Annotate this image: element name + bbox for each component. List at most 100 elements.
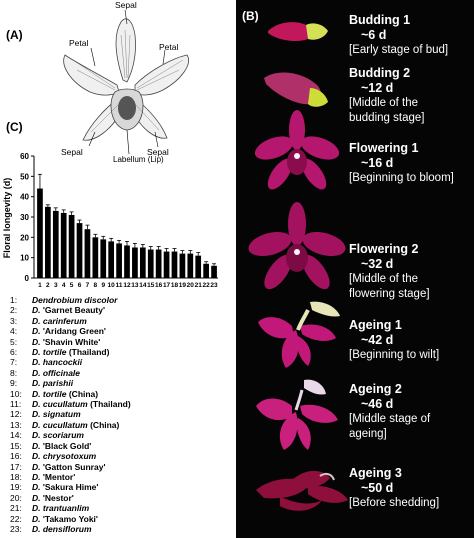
- stage-description: [Beginning to wilt]: [349, 349, 440, 361]
- flower-shedding-photo-icon: [256, 470, 348, 511]
- species-name: D. officinale: [32, 367, 81, 378]
- x-tick-label: 19: [179, 282, 187, 289]
- species-row: 16: D. chrysotoxum: [10, 451, 131, 461]
- bar: [147, 249, 154, 278]
- species-number: 13:: [10, 419, 22, 430]
- species-name: D.: [32, 440, 41, 451]
- y-tick-label: 60: [20, 152, 29, 161]
- bar: [132, 247, 138, 278]
- bar: [92, 237, 99, 278]
- species-name: D. parishii: [32, 378, 74, 389]
- x-tick-label: 4: [62, 282, 66, 289]
- species-number: 2:: [10, 305, 18, 316]
- species-number: 10:: [10, 388, 22, 399]
- y-axis-label: Floral longevity (d): [2, 178, 12, 259]
- stage-description: ageing]: [349, 428, 387, 440]
- species-row: 1: Dendrobium discolor: [10, 295, 131, 305]
- species-cultivar: (China): [87, 419, 120, 430]
- species-name: D.: [32, 513, 41, 524]
- stage-duration: ~50 d: [361, 481, 394, 495]
- bar: [203, 263, 209, 278]
- flower-open-photo-icon: [248, 202, 346, 290]
- bud-photo-icon: [268, 22, 328, 41]
- stage-duration: ~16 d: [361, 156, 394, 170]
- x-tick-label: 23: [210, 282, 218, 289]
- bar: [45, 206, 51, 278]
- species-name: D.: [32, 461, 41, 472]
- bar: [76, 223, 83, 278]
- orchid-diagram: Sepal Petal Petal Sepal Sepal Labellum (…: [55, 0, 235, 164]
- bar: [52, 210, 59, 278]
- species-name: D.: [32, 336, 41, 347]
- stage-duration: ~12 d: [361, 81, 394, 95]
- species-row: 6: D. tortile (Thailand): [10, 347, 131, 357]
- bar: [163, 251, 170, 278]
- species-number: 17:: [10, 461, 22, 472]
- species-name: D.: [32, 471, 41, 482]
- longevity-chart: Floral longevity (d) 0 10 20 30 40 50 60 1 2 3 4 5 6…: [0, 150, 225, 297]
- stage-description: [Middle stage of: [349, 413, 431, 425]
- species-row: 5: D. 'Shavin White': [10, 337, 131, 347]
- species-name: D.: [32, 492, 41, 503]
- y-tick-label: 40: [20, 193, 29, 202]
- x-tick-label: 3: [54, 282, 58, 289]
- species-name: D. carinferum: [32, 315, 87, 326]
- species-name: D. chrysotoxum: [32, 451, 97, 462]
- stage-title: Ageing 1: [349, 318, 402, 332]
- species-number: 12:: [10, 409, 22, 420]
- species-row: 9: D. parishii: [10, 378, 131, 388]
- bar: [187, 253, 194, 278]
- bar: [116, 243, 122, 278]
- species-row: 7: D. hancockii: [10, 357, 131, 367]
- x-tick-label: 22: [203, 282, 211, 289]
- species-cultivar: 'Black Gold': [40, 440, 92, 451]
- species-number: 6:: [10, 347, 18, 358]
- species-number: 9:: [10, 378, 18, 389]
- x-tick-label: 18: [171, 282, 179, 289]
- species-row: 20: D. 'Nestor': [10, 493, 131, 503]
- species-number: 1:: [10, 295, 18, 305]
- stage-duration: ~32 d: [361, 257, 394, 271]
- stage-ageing-1: Ageing 1 ~42 d [Beginning to wilt]: [236, 296, 474, 372]
- bar: [84, 229, 91, 278]
- species-row: 2: D. 'Garnet Beauty': [10, 305, 131, 315]
- label-petal-right: Petal: [159, 42, 179, 52]
- x-tick-label: 11: [116, 282, 123, 289]
- species-name: D. tortile: [32, 388, 67, 399]
- species-cultivar: 'Mentor': [40, 471, 76, 482]
- species-name: D. trantuanlim: [32, 503, 90, 514]
- flower-ageing-photo-icon: [256, 379, 338, 450]
- x-tick-label: 15: [147, 282, 155, 289]
- y-tick-label: 50: [20, 172, 29, 181]
- bar: [100, 239, 107, 278]
- species-number: 18:: [10, 471, 22, 482]
- species-name: D.: [32, 305, 41, 316]
- species-cultivar: 'Takamo Yoki': [40, 513, 98, 524]
- species-name: Dendrobium discolor: [32, 295, 118, 305]
- bar: [68, 214, 75, 278]
- bar: [155, 249, 162, 278]
- stage-title: Budding 2: [349, 66, 411, 80]
- stage-flowering-2: Flowering 2 ~32 d [Middle of the floweri…: [236, 200, 474, 300]
- stage-description: [Middle of the: [349, 97, 419, 109]
- bar: [171, 251, 178, 278]
- species-name: D. cucullatum: [32, 419, 88, 430]
- label-sepal-left: Sepal: [61, 147, 83, 157]
- label-sepal-right: Sepal: [147, 147, 169, 157]
- x-tick-label: 7: [86, 282, 90, 289]
- stage-duration: ~42 d: [361, 333, 394, 347]
- species-row: 23: D. densiflorum: [10, 524, 131, 534]
- stage-duration: ~46 d: [361, 397, 394, 411]
- species-row: 14: D. scoriarum: [10, 430, 131, 440]
- stage-description: [Before shedding]: [349, 497, 440, 509]
- stage-title: Budding 1: [349, 13, 411, 27]
- species-cultivar: 'Aridang Green': [40, 326, 106, 337]
- x-tick-label: 5: [70, 282, 74, 289]
- species-cultivar: 'Shavin White': [40, 336, 101, 347]
- species-number: 14:: [10, 430, 22, 441]
- species-row: 10: D. tortile (China): [10, 389, 131, 399]
- species-row: 15: D. 'Black Gold': [10, 441, 131, 451]
- stage-description: budding stage]: [349, 112, 425, 124]
- bar: [179, 253, 186, 278]
- y-tick-label: 10: [20, 254, 29, 263]
